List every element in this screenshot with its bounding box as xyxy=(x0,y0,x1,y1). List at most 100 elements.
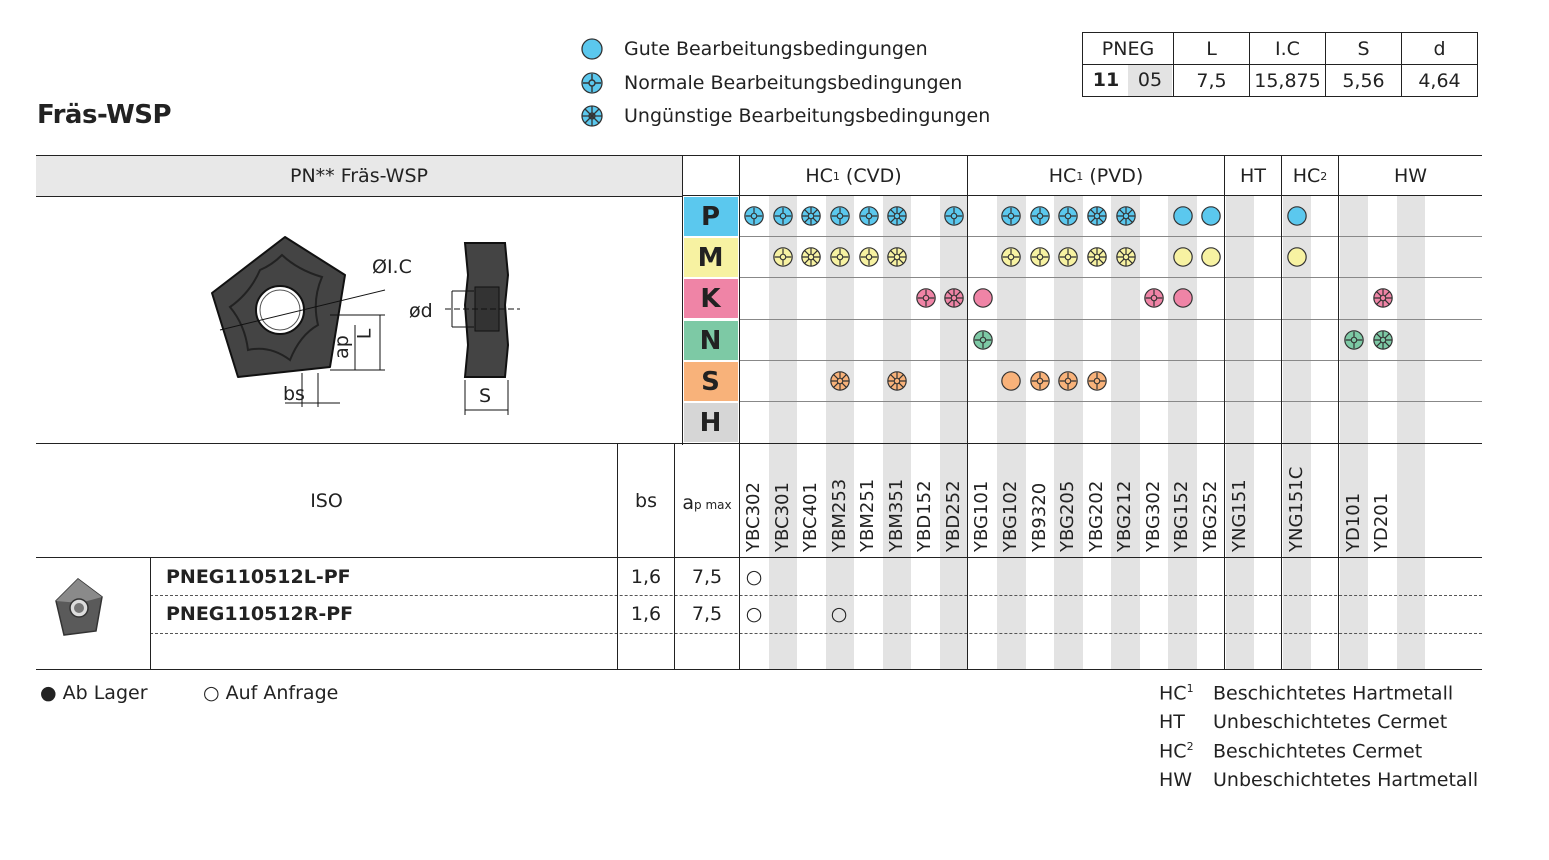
group-hw: HW xyxy=(1339,157,1482,195)
ap-label: ap xyxy=(330,335,353,359)
page-title: Fräs-WSP xyxy=(37,100,172,130)
poor-condition-icon xyxy=(1087,247,1107,267)
vline-cvd-end xyxy=(967,155,968,670)
good-condition-icon xyxy=(1201,206,1221,226)
material-sep-4 xyxy=(740,360,1482,361)
dim-header-ic: I.C xyxy=(1249,32,1326,65)
normal-condition-icon xyxy=(1058,371,1079,391)
dim-value-l: 7,5 xyxy=(1173,64,1250,97)
material-color-h xyxy=(684,403,738,442)
table-bottom-line xyxy=(36,669,1482,670)
good-condition-icon xyxy=(1287,247,1307,267)
good-condition-icon xyxy=(1172,206,1193,226)
group-hw-main: HW xyxy=(1393,165,1428,187)
grade-label-text: YBG102 xyxy=(1000,480,1022,552)
grade-label-ybg302: YBG302 xyxy=(1140,452,1168,552)
good-condition-icon xyxy=(581,38,603,60)
grade-label-ybm251: YBM251 xyxy=(854,452,882,552)
grade-label-yd101: YD101 xyxy=(1340,452,1368,552)
grade-label-text: YB9320 xyxy=(1028,482,1050,552)
group-hc2: HC 2 xyxy=(1282,157,1338,195)
availability-row-1-ybc302: ○ xyxy=(745,566,763,588)
grade-label-text: YBG205 xyxy=(1057,480,1079,552)
good-condition-icon xyxy=(1287,206,1307,226)
grade-legend-row: HW Unbeschichtetes Hartmetall xyxy=(1159,769,1478,791)
legend-good: Gute Bearbeitungsbedingungen xyxy=(580,36,928,62)
grade-label-text: YBC401 xyxy=(800,482,822,552)
good-condition-icon xyxy=(1201,247,1221,267)
material-sep-5 xyxy=(740,401,1482,402)
poor-condition-icon xyxy=(1115,247,1136,267)
grade-label-ybm253: YBM253 xyxy=(826,452,854,552)
normal-condition-icon xyxy=(1001,247,1022,267)
grade-label-text: YD101 xyxy=(1342,492,1364,552)
s-label: S xyxy=(479,385,492,407)
product-header: PN** Fräs-WSP xyxy=(36,155,682,197)
good-condition-icon xyxy=(1172,247,1193,267)
material-sep-3 xyxy=(740,319,1482,320)
grade-legend-code: HC2 xyxy=(1159,740,1194,763)
poor-condition-icon xyxy=(887,247,907,267)
grade-label-ybg101: YBG101 xyxy=(968,452,996,552)
l-label: L xyxy=(353,328,376,340)
row-divider-2 xyxy=(150,633,1482,634)
vline-image-end xyxy=(150,557,151,670)
vline-bs-end xyxy=(674,443,675,670)
group-hc1-pvd-rest: (PVD) xyxy=(1083,165,1144,187)
normal-condition-icon xyxy=(1058,206,1079,226)
good-condition-icon xyxy=(972,288,993,308)
grade-label-ybg205: YBG205 xyxy=(1054,452,1082,552)
normal-condition-icon xyxy=(972,330,993,350)
legend-poor-label: Ungünstige Bearbeitungsbedingungen xyxy=(624,105,991,127)
grade-label-ybc302: YBC302 xyxy=(740,452,768,552)
group-header-line xyxy=(682,195,1482,196)
grade-legend-code: HW xyxy=(1159,769,1193,791)
grade-label-text: YBG302 xyxy=(1142,480,1164,552)
group-hc1-cvd-main: HC xyxy=(805,165,833,187)
normal-condition-icon xyxy=(1001,206,1022,226)
material-m: M xyxy=(697,242,724,273)
grade-column-shade xyxy=(1282,196,1312,669)
normal-condition-icon xyxy=(830,206,850,226)
grade-label-ybg202: YBG202 xyxy=(1083,452,1111,552)
grade-column-shade xyxy=(1396,196,1426,669)
grade-label-text: YNG151C xyxy=(1285,466,1307,552)
grade-label-text: YBD152 xyxy=(914,480,936,552)
material-s: S xyxy=(701,366,720,397)
normal-condition-icon xyxy=(915,288,936,308)
ap-header: ap max xyxy=(675,492,739,514)
grade-legend-text: Beschichtetes Hartmetall xyxy=(1213,682,1454,705)
bs-value-row-2: 1,6 xyxy=(630,603,662,625)
grade-label-text: YBD252 xyxy=(942,480,964,552)
normal-condition-icon xyxy=(858,247,879,267)
group-ht-main: HT xyxy=(1240,165,1266,187)
dim-value-ic: 15,875 xyxy=(1249,64,1326,97)
grade-column-shade xyxy=(1339,196,1369,669)
grade-label-text: YBG212 xyxy=(1114,480,1136,552)
grade-column-shade xyxy=(997,196,1026,669)
row-divider-1 xyxy=(150,595,1482,596)
material-h: H xyxy=(699,407,722,438)
grade-column-shade xyxy=(1111,196,1140,669)
material-color-p xyxy=(684,197,738,236)
grade-legend-row: HC2 Beschichtetes Cermet xyxy=(1159,740,1422,762)
grade-label-ybd252: YBD252 xyxy=(940,452,968,552)
grade-label-ybd152: YBD152 xyxy=(911,452,939,552)
poor-condition-icon xyxy=(887,371,907,391)
material-color-s xyxy=(684,362,738,401)
group-hc1-pvd: HC 1 (PVD) xyxy=(968,157,1224,195)
material-p: P xyxy=(700,201,721,232)
material-bottom-line xyxy=(36,443,1482,444)
dim-code-bold: 11 xyxy=(1092,69,1120,91)
poor-condition-icon xyxy=(1372,288,1393,308)
material-k: K xyxy=(700,283,721,314)
grade-legend-text: Unbeschichtetes Hartmetall xyxy=(1213,769,1479,791)
group-hc2-main: HC xyxy=(1292,165,1321,187)
group-hc2-sup: 2 xyxy=(1320,169,1328,183)
poor-condition-icon xyxy=(801,247,822,267)
normal-condition-icon xyxy=(773,247,793,267)
grade-label-ybm351: YBM351 xyxy=(883,452,911,552)
legend-good-label: Gute Bearbeitungsbedingungen xyxy=(624,38,928,60)
grade-label-text: YD201 xyxy=(1371,492,1393,552)
dim-code: 11 05 xyxy=(1082,64,1174,97)
